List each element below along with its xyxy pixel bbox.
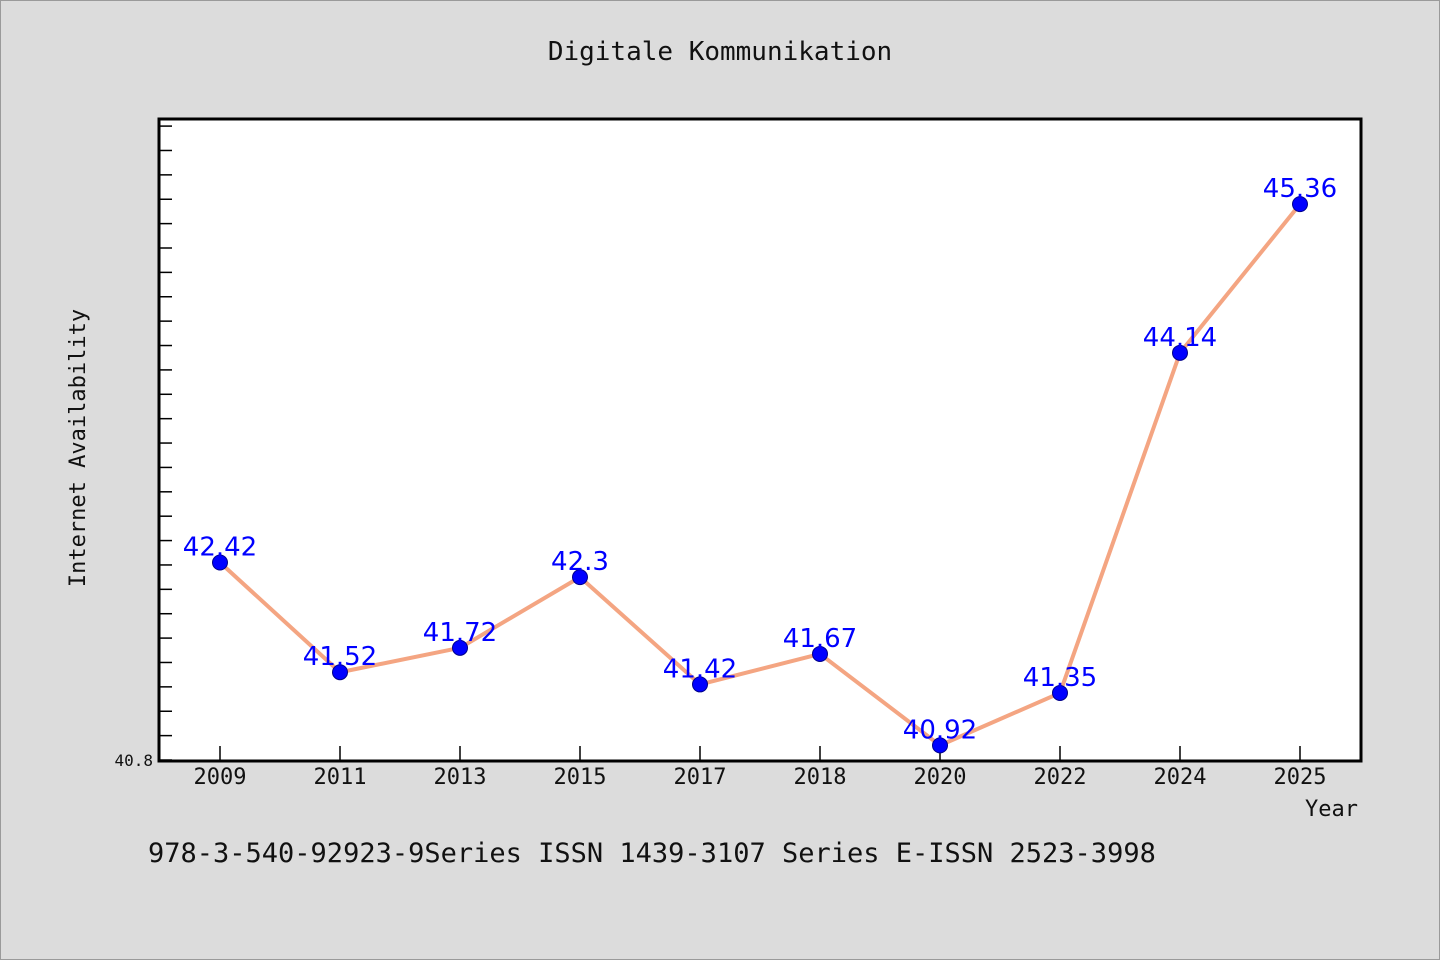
data-label: 41.42 [663,654,737,684]
data-point [452,639,468,656]
data-point [1292,196,1308,213]
data-point [1172,344,1188,361]
data-label: 41.35 [1023,663,1097,693]
x-tick-label: 2017 [674,765,727,790]
x-axis-ticks: 2009 2011 2013 2015 2017 2018 2020 2022 2024 2025 [194,746,1327,790]
x-tick-label: 2018 [794,765,847,790]
data-point [332,664,348,681]
data-label: 44.14 [1143,323,1217,353]
x-tick-label: 2022 [1034,765,1087,790]
data-label: 40.92 [903,715,977,745]
series-group: 42.42 41.52 41.72 42.3 41.42 41.67 40.92 41.35 4… [183,174,1337,754]
x-tick-label: 2020 [914,765,967,790]
data-point [572,569,588,586]
data-point [812,645,828,662]
data-label: 42.42 [183,533,257,563]
data-label: 42.3 [551,547,609,577]
y-min-tick-label: 40.8 [114,751,153,770]
y-axis-ticks [160,125,172,761]
plot-area [157,117,1363,763]
x-tick-label: 2024 [1154,765,1207,790]
x-axis-label: Year [1305,797,1358,822]
data-label: 45.36 [1263,174,1337,204]
x-tick-label: 2009 [194,765,247,790]
data-point [1052,684,1068,701]
series-line [218,202,1302,748]
data-label: 41.67 [783,624,857,654]
x-tick-label: 2025 [1274,765,1327,790]
chart-title: Digitale Kommunikation [548,37,892,67]
x-tick-label: 2015 [554,765,607,790]
data-point [692,676,708,693]
data-point [212,554,228,571]
x-tick-label: 2011 [314,765,367,790]
y-axis-label: Internet Availability [66,309,91,587]
footer-text: 978-3-540-92923-9Series ISSN 1439-3107 S… [148,838,1156,869]
data-point [932,737,948,754]
x-tick-label: 2013 [434,765,487,790]
data-label: 41.52 [303,642,377,672]
data-label: 41.72 [423,618,497,648]
